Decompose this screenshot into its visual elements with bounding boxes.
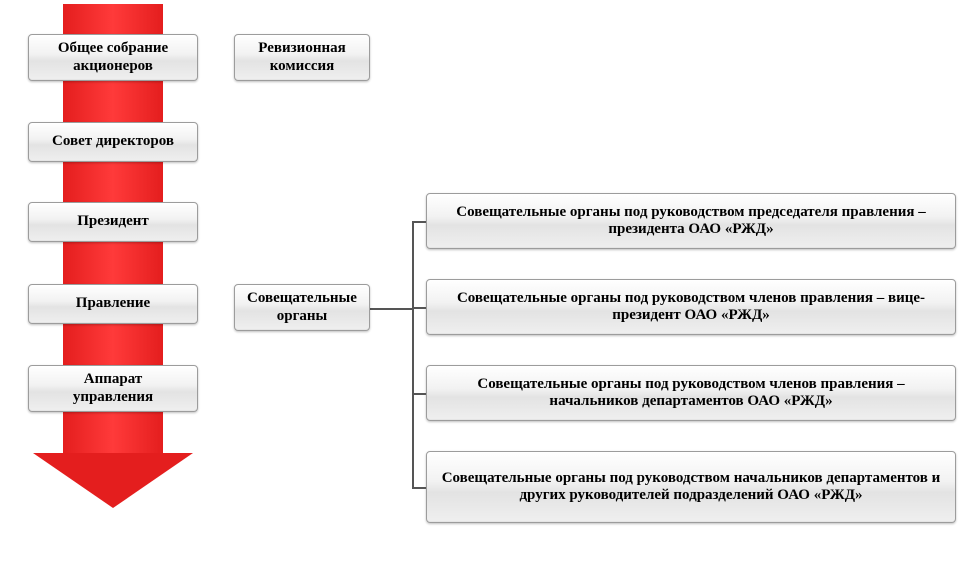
hierarchy-arrow-head xyxy=(33,453,193,508)
box-label: Президент xyxy=(77,213,149,230)
box-label: Совещательные органы под руководством на… xyxy=(435,470,947,505)
advisory-bracket-spine xyxy=(412,221,414,487)
advisory-box-advisory-vice: Совещательные органы под руководством чл… xyxy=(426,279,956,335)
box-label: Общее собрание акционеров xyxy=(58,40,168,75)
hierarchy-box-board-directors: Совет директоров xyxy=(28,122,198,162)
advisory-box-advisory-president: Совещательные органы под руководством пр… xyxy=(426,193,956,249)
box-label: Совещательные органы xyxy=(247,290,357,325)
advisory-bracket-tick-0 xyxy=(412,221,426,223)
advisory-bracket-tick-2 xyxy=(412,393,426,395)
box-label: Совещательные органы под руководством чл… xyxy=(435,290,947,325)
box-label: Совещательные органы под руководством чл… xyxy=(435,376,947,411)
hierarchy-box-staff: Аппарат управления xyxy=(28,365,198,412)
box-label: Аппарат управления xyxy=(73,371,153,406)
advisory-bracket-tick-1 xyxy=(412,307,426,309)
hierarchy-box-president: Президент xyxy=(28,202,198,242)
org-structure-diagram: Общее собрание акционеров Совет директоро… xyxy=(0,0,974,583)
advisory-bracket-stem xyxy=(370,308,412,310)
side-box-audit-commission: Ревизионная комиссия xyxy=(234,34,370,81)
advisory-bracket-tick-3 xyxy=(412,487,426,489)
box-label: Правление xyxy=(76,295,150,312)
advisory-box-advisory-other-heads: Совещательные органы под руководством на… xyxy=(426,451,956,523)
box-label: Совещательные органы под руководством пр… xyxy=(435,204,947,239)
advisory-box-advisory-dept-heads: Совещательные органы под руководством чл… xyxy=(426,365,956,421)
side-box-advisory-bodies: Совещательные органы xyxy=(234,284,370,331)
box-label: Ревизионная комиссия xyxy=(258,40,345,75)
box-label: Совет директоров xyxy=(52,133,174,150)
hierarchy-box-management-board: Правление xyxy=(28,284,198,324)
hierarchy-box-general-meeting: Общее собрание акционеров xyxy=(28,34,198,81)
